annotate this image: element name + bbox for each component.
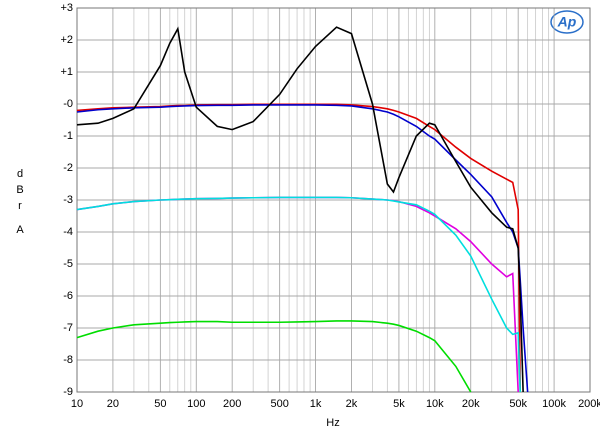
series-line bbox=[76, 103, 522, 393]
y-tick-label: -6 bbox=[63, 290, 73, 302]
y-tick-label: -1 bbox=[63, 130, 73, 142]
series-line bbox=[76, 104, 529, 393]
x-tick-label: 1k bbox=[310, 398, 322, 410]
series-line bbox=[76, 26, 524, 393]
y-axis-label: dBr bbox=[16, 168, 24, 212]
x-tick-label: 20 bbox=[107, 398, 119, 410]
y-tick-label: -0 bbox=[63, 98, 73, 110]
y-tick-label: -9 bbox=[63, 386, 73, 398]
y-tick-label: +3 bbox=[60, 2, 73, 14]
x-tick-label: 2k bbox=[346, 398, 358, 410]
logo: Ap bbox=[557, 14, 577, 30]
logo-ring bbox=[550, 10, 584, 34]
x-tick-label: 10 bbox=[71, 398, 83, 410]
x-tick-label: 200 bbox=[223, 398, 241, 410]
x-tick-label: 100 bbox=[187, 398, 205, 410]
y-tick-label: -5 bbox=[63, 258, 73, 270]
plot-frame bbox=[76, 7, 591, 393]
x-tick-label: 10k bbox=[426, 398, 444, 410]
x-tick-label: 50 bbox=[154, 398, 166, 410]
y-tick-label: -3 bbox=[63, 194, 73, 206]
x-tick-label: 5k bbox=[393, 398, 405, 410]
series-line bbox=[76, 196, 522, 393]
x-tick-label: 500 bbox=[270, 398, 288, 410]
y-axis-unit: A bbox=[16, 224, 24, 236]
y-tick-label: -8 bbox=[63, 354, 73, 366]
series-line bbox=[76, 320, 472, 393]
x-tick-label: 100k bbox=[542, 398, 566, 410]
x-tick-label: 200k bbox=[578, 398, 600, 410]
x-tick-label: 50k bbox=[509, 398, 527, 410]
y-tick-label: -4 bbox=[63, 226, 73, 238]
y-tick-label: -2 bbox=[63, 162, 73, 174]
y-tick-label: +1 bbox=[60, 66, 73, 78]
x-tick-label: 20k bbox=[462, 398, 480, 410]
y-tick-label: +2 bbox=[60, 34, 73, 46]
x-axis-label: Hz bbox=[326, 417, 339, 429]
y-tick-label: -7 bbox=[63, 322, 73, 334]
